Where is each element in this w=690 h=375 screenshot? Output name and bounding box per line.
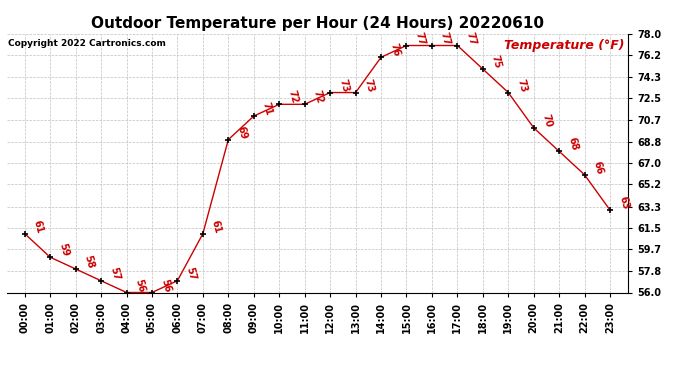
Text: 58: 58 [83,254,96,270]
Text: 71: 71 [261,101,274,117]
Text: 56: 56 [159,278,172,293]
Text: 61: 61 [210,219,223,234]
Text: 73: 73 [362,78,375,93]
Text: 77: 77 [413,30,426,46]
Text: 75: 75 [490,54,503,70]
Text: 63: 63 [617,195,630,211]
Text: 77: 77 [464,30,477,46]
Text: 73: 73 [337,78,351,93]
Text: 76: 76 [388,42,401,58]
Text: 72: 72 [286,89,299,105]
Text: 73: 73 [515,78,529,93]
Text: 68: 68 [566,136,580,152]
Text: 59: 59 [57,242,70,258]
Title: Outdoor Temperature per Hour (24 Hours) 20220610: Outdoor Temperature per Hour (24 Hours) … [91,16,544,31]
Text: 56: 56 [133,278,146,293]
Text: Copyright 2022 Cartronics.com: Copyright 2022 Cartronics.com [8,39,166,48]
Text: 61: 61 [32,219,45,234]
Text: 57: 57 [108,266,121,281]
Text: 69: 69 [235,124,248,140]
Text: 57: 57 [184,266,197,281]
Text: 72: 72 [312,89,325,105]
Text: 77: 77 [439,30,452,46]
Text: 66: 66 [591,160,604,176]
Text: 70: 70 [541,113,554,129]
Text: Temperature (°F): Temperature (°F) [504,39,625,52]
